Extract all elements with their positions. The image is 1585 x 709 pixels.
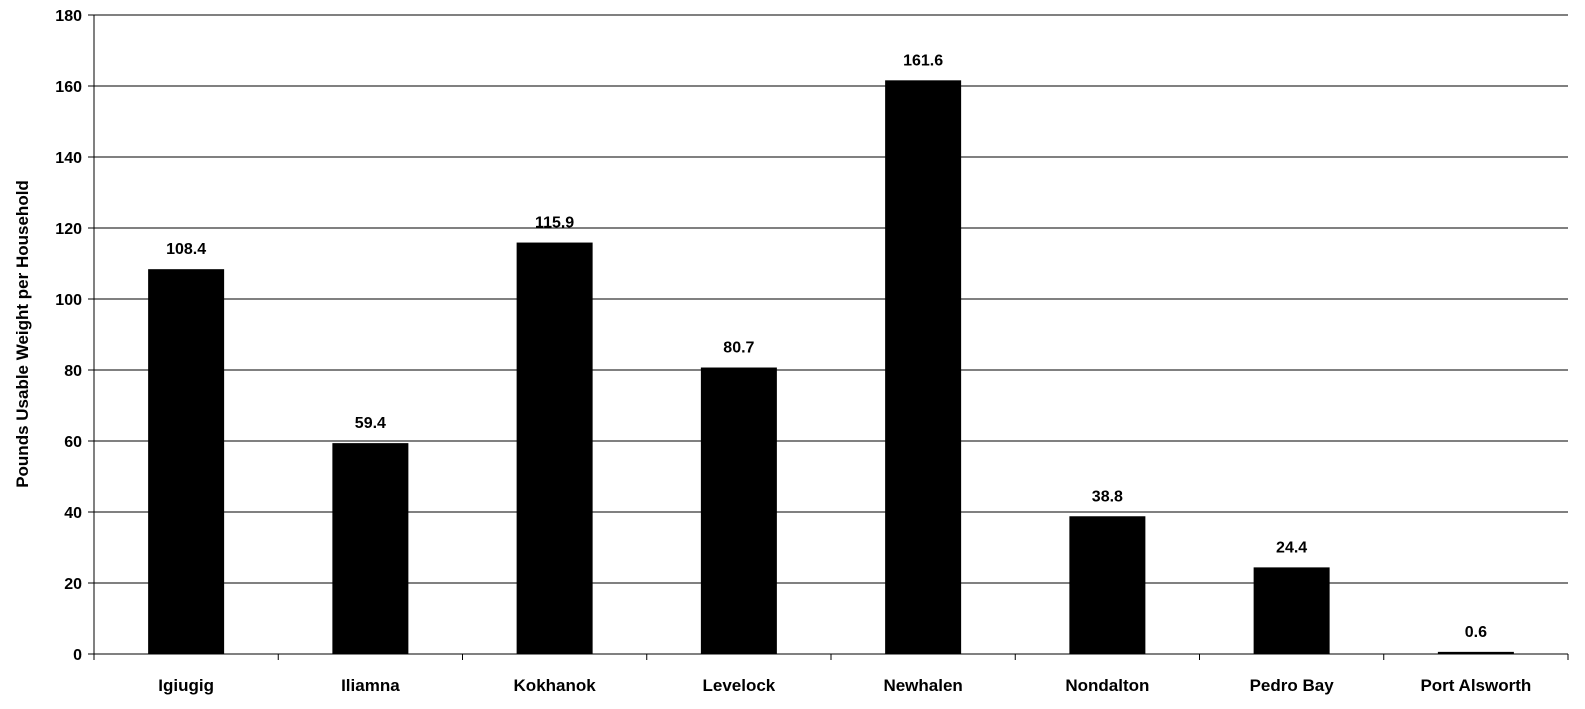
bars [148, 80, 1514, 654]
y-tick-label: 180 [55, 8, 82, 25]
y-tick-labels: 0 20 40 60 80 100 120 140 160 180 [55, 8, 82, 664]
x-tick-label: Nondalton [1065, 676, 1149, 695]
bar-newhalen [885, 80, 962, 654]
bar-kokhanok [516, 242, 593, 654]
data-label: 80.7 [723, 340, 754, 357]
data-label: 115.9 [535, 215, 574, 232]
bar-igiugig [148, 269, 225, 654]
x-tick-label: Port Alsworth [1420, 676, 1531, 695]
y-tick-label: 140 [55, 150, 82, 167]
data-label: 59.4 [355, 415, 386, 432]
y-tick-label: 0 [73, 647, 82, 664]
data-label: 38.8 [1092, 488, 1123, 505]
data-labels: 108.4 59.4 115.9 80.7 161.6 38.8 24.4 0.6 [166, 52, 1487, 641]
x-tick-label: Igiugig [158, 676, 214, 695]
axes [88, 14, 1569, 660]
x-tick-label: Pedro Bay [1250, 676, 1335, 695]
bar-levelock [700, 367, 777, 654]
data-label: 24.4 [1276, 539, 1307, 556]
y-tick-label: 160 [55, 79, 82, 96]
x-tick-label: Kokhanok [514, 676, 597, 695]
gridlines [94, 14, 1568, 584]
data-label: 161.6 [903, 52, 943, 69]
bar-pedro-bay [1253, 567, 1330, 654]
y-axis-title: Pounds Usable Weight per Household [13, 180, 32, 488]
data-label: 0.6 [1465, 624, 1487, 641]
data-label: 108.4 [166, 241, 206, 258]
bar-nondalton [1069, 516, 1146, 654]
y-tick-label: 40 [64, 505, 82, 522]
x-tick-label: Newhalen [883, 676, 962, 695]
x-tick-labels: Igiugig Iliamna Kokhanok Levelock Newhalen No… [158, 676, 1531, 695]
y-tick-label: 120 [55, 221, 82, 238]
bar-iliamna [332, 443, 409, 654]
y-tick-label: 100 [55, 292, 82, 309]
x-tick-label: Iliamna [341, 676, 400, 695]
bar-port-alsworth [1437, 651, 1514, 654]
y-tick-label: 20 [64, 576, 82, 593]
x-tick-label: Levelock [702, 676, 775, 695]
y-tick-label: 60 [64, 434, 82, 451]
y-tick-label: 80 [64, 363, 82, 380]
